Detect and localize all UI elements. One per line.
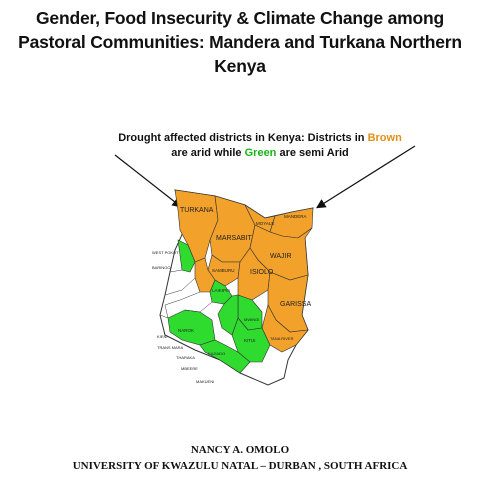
label-baringo: BARINGO — [152, 265, 170, 270]
author-name: NANCY A. OMOLO — [190, 444, 290, 456]
label-mandera: MANDERA — [284, 214, 307, 219]
district-tharaka — [217, 294, 239, 336]
title-line-2: Pastoral Communities: Mandera and Turkan… — [18, 32, 462, 52]
label-tana-river: TANA RIVER — [270, 336, 294, 341]
label-wajir: WAJIR — [270, 253, 292, 260]
label-kajiado: KAJIADO — [208, 351, 225, 356]
label-kitui: KITUI — [244, 338, 256, 343]
caption-part-2: are arid while — [171, 147, 245, 159]
caption-brown-word: Brown — [367, 132, 402, 144]
caption-part-1: Drought affected districts in Kenya: Dis… — [118, 132, 368, 144]
label-marsabit: MARSABIT — [216, 235, 253, 242]
label-turkana: TURKANA — [180, 207, 214, 214]
label-garissa: GARISSA — [280, 301, 311, 308]
author-affiliation: UNIVERSITY OF KWAZULU NATAL – DURBAN , S… — [72, 460, 408, 472]
district-kitui — [231, 317, 271, 363]
label-west-pokot: WEST POKOT — [152, 250, 179, 255]
label-mwingi: MWINGI — [244, 317, 259, 322]
caption-green-word: Green — [244, 147, 277, 159]
label-moyale: MOYALE — [256, 221, 274, 226]
label-samburu: SAMBURU — [212, 268, 235, 273]
label-mbeere: MBEERE — [181, 366, 198, 371]
district-west-pokot — [177, 239, 196, 273]
label-makueni: MAKUENI — [196, 379, 214, 384]
slide-title: Gender, Food Insecurity & Climate Change… — [0, 6, 480, 78]
district-lines-west — [159, 269, 213, 319]
label-kieni: KIENI — [157, 334, 167, 339]
label-laikipia: LAIKIPIA — [212, 288, 230, 293]
title-line-1: Gender, Food Insecurity & Climate Change… — [36, 8, 444, 28]
label-tharaka: THARAKA — [176, 355, 195, 360]
title-line-3: Kenya — [214, 56, 266, 76]
caption-part-3: are semi Arid — [276, 147, 349, 159]
map-caption: Drought affected districts in Kenya: Dis… — [60, 131, 460, 161]
arrow-to-turkana — [114, 154, 182, 208]
label-trans-mara: TRANS MARA — [157, 345, 184, 350]
label-narok: NAROK — [178, 328, 194, 333]
label-isiolo: ISIOLO — [250, 269, 274, 276]
arrow-to-mandera — [315, 145, 416, 209]
